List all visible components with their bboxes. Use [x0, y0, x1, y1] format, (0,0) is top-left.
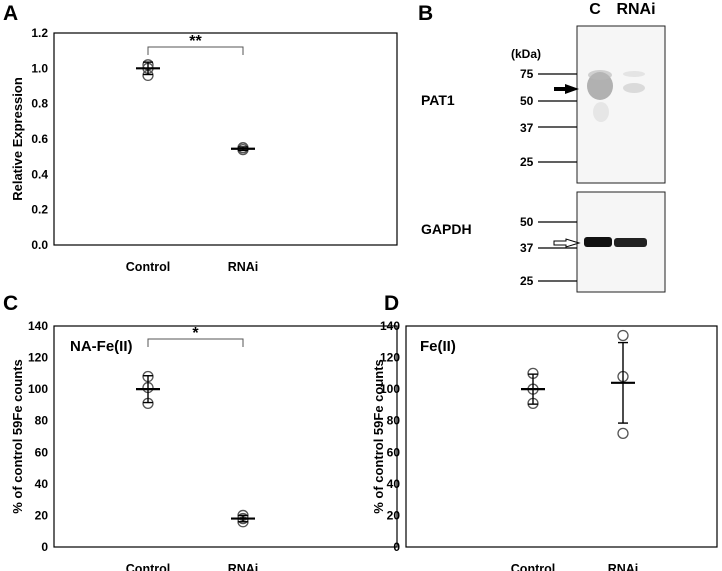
gapdh-arrow-icon: [553, 238, 581, 248]
y-tick-label: 20: [387, 508, 401, 522]
panel-letter-a: A: [3, 2, 18, 25]
y-tick-label: 80: [387, 414, 401, 428]
y-tick-label: 0.2: [31, 203, 48, 217]
western-blot: C RNAi (kDa) PAT1 75 50 37 25 GAPDH 50 3…: [421, 1, 666, 293]
y-tick-label: 0.6: [31, 132, 48, 146]
significance-stars: **: [189, 33, 202, 50]
marker-50: 50: [520, 94, 534, 108]
y-tick-label: 140: [28, 319, 48, 333]
marker-37-gapdh: 37: [520, 241, 534, 255]
pat1-band-rnai-upper: [623, 71, 645, 77]
x-category-label: RNAi: [228, 562, 259, 571]
y-axis-title: % of control 59Fe counts: [371, 359, 386, 514]
y-tick-label: 100: [380, 382, 400, 396]
y-tick-label: 60: [387, 445, 401, 459]
y-tick-label: 120: [28, 351, 48, 365]
y-tick-label: 80: [35, 414, 49, 428]
panel-letter-c: C: [3, 292, 18, 315]
pat1-band-control-upper: [588, 70, 612, 80]
x-category-label: RNAi: [608, 562, 639, 571]
y-tick-label: 100: [28, 382, 48, 396]
kda-label: (kDa): [511, 47, 541, 61]
pat1-smear: [593, 102, 609, 122]
y-tick-label: 0: [393, 540, 400, 554]
panel-letter-d: D: [384, 292, 399, 315]
significance-bracket: [147, 46, 244, 55]
y-axis-title: Relative Expression: [10, 77, 25, 201]
chart-fe-ii: 0 20 40 60 80 100 120 140 % of control 59Fe coun…: [371, 319, 718, 571]
blot-label-pat1: PAT1: [421, 92, 455, 108]
y-tick-label: 60: [35, 445, 49, 459]
marker-25: 25: [520, 155, 534, 169]
gapdh-band-rnai: [614, 238, 647, 247]
y-tick-label: 140: [380, 319, 400, 333]
chart-relative-expression: 0.0 0.2 0.4 0.6 0.8 1.0 1.2 Relative Expression…: [10, 26, 398, 274]
plot-frame: [405, 325, 718, 548]
blot-label-gapdh: GAPDH: [421, 221, 472, 237]
marker-50-gapdh: 50: [520, 215, 534, 229]
x-category-label: Control: [511, 562, 555, 571]
panel-letter-b: B: [418, 2, 433, 25]
y-tick-label: 1.0: [31, 61, 48, 75]
y-tick-label: 0.0: [31, 238, 48, 252]
pat1-arrow-icon: [554, 84, 579, 94]
chart-na-fe-ii: 0 20 40 60 80 100 120 140 % of control 59Fe coun…: [10, 319, 398, 571]
y-tick-label: 40: [387, 477, 401, 491]
blot-membrane-pat1: [576, 25, 666, 184]
gapdh-band-control: [584, 237, 612, 247]
marker-75: 75: [520, 67, 534, 81]
y-tick-label: 20: [35, 508, 49, 522]
plot-frame: [53, 32, 398, 246]
y-tick-label: 120: [380, 351, 400, 365]
y-tick-label: 1.2: [31, 26, 48, 40]
y-tick-label: 0: [41, 540, 48, 554]
significance-bracket: [147, 338, 244, 347]
x-category-label: Control: [126, 260, 170, 274]
marker-25-gapdh: 25: [520, 274, 534, 288]
y-axis-title: % of control 59Fe counts: [10, 359, 25, 514]
lane-label-rnai: RNAi: [616, 1, 655, 18]
y-tick-label: 0.8: [31, 97, 48, 111]
y-tick-label: 40: [35, 477, 49, 491]
data-point: [617, 329, 629, 342]
pat1-band-rnai: [623, 83, 645, 93]
in-plot-label: Fe(II): [420, 338, 456, 355]
lane-label-control: C: [589, 1, 601, 18]
y-tick-label: 0.4: [31, 167, 48, 181]
significance-stars: *: [192, 325, 199, 342]
marker-37: 37: [520, 121, 534, 135]
in-plot-label: NA-Fe(II): [70, 338, 133, 355]
x-category-label: RNAi: [228, 260, 259, 274]
x-category-label: Control: [126, 562, 170, 571]
plot-frame: [53, 325, 398, 548]
data-point: [617, 427, 629, 439]
